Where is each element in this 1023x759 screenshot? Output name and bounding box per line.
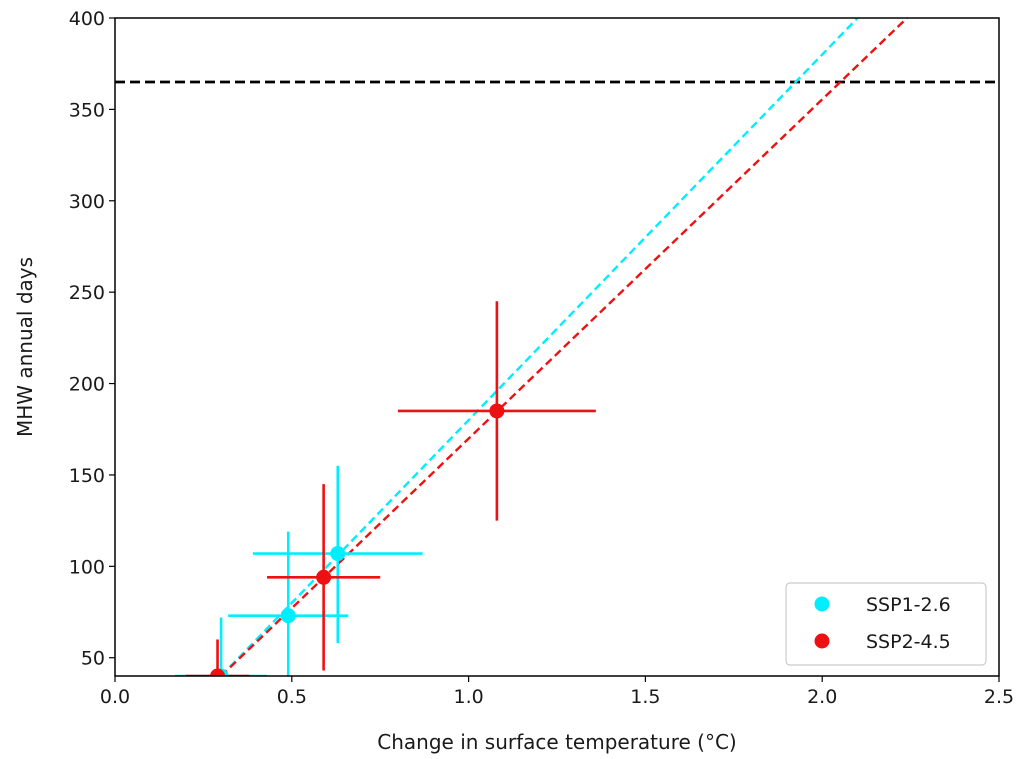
fit-line	[220, 18, 908, 676]
legend-marker	[814, 633, 830, 649]
x-tick-label: 1.0	[453, 686, 483, 708]
y-tick-label: 300	[69, 191, 105, 213]
plot-frame	[114, 17, 1000, 677]
y-tick-label: 350	[69, 99, 105, 121]
fit-line	[220, 18, 859, 676]
x-axis: 0.0 0.5 1.0 1.5 2.0 2.5	[100, 676, 1014, 708]
y-tick-label: 200	[69, 374, 105, 396]
y-axis: 50 100 150 200 250 300 350 400	[69, 8, 115, 670]
x-axis-label: Change in surface temperature (°C)	[377, 730, 736, 754]
data-point	[489, 403, 505, 419]
y-tick-label: 100	[69, 556, 105, 578]
y-tick-label: 400	[69, 8, 105, 30]
legend: SSP1-2.6 SSP2-4.5	[785, 582, 987, 666]
plot-area	[115, 18, 999, 676]
x-tick-label: 2.5	[984, 686, 1014, 708]
y-axis-label: MHW annual days	[13, 257, 37, 437]
legend-box	[785, 582, 987, 666]
data-point	[280, 608, 296, 624]
y-tick-label: 150	[69, 465, 105, 487]
y-tick-label: 250	[69, 282, 105, 304]
legend-marker	[814, 596, 830, 612]
legend-label: SSP2-4.5	[866, 631, 951, 653]
x-tick-label: 1.5	[630, 686, 660, 708]
data-point	[316, 569, 332, 585]
x-tick-label: 2.0	[807, 686, 837, 708]
data-point	[210, 668, 226, 676]
x-tick-label: 0.5	[277, 686, 307, 708]
legend-label: SSP1-2.6	[866, 594, 951, 616]
y-tick-label: 50	[81, 648, 105, 670]
x-tick-label: 0.0	[100, 686, 130, 708]
data-point	[330, 546, 346, 562]
